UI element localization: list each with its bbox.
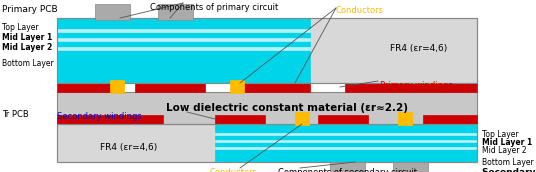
Bar (330, 162, 365, 172)
Text: Bottom Layer: Bottom Layer (2, 59, 54, 68)
Text: Mid Layer 2: Mid Layer 2 (482, 146, 527, 155)
Text: Secondary windings: Secondary windings (57, 112, 142, 121)
Bar (215, 115, 265, 124)
Text: FR4 (εr=4,6): FR4 (εr=4,6) (100, 143, 157, 152)
Bar (398, 112, 412, 125)
Text: FR4 (εr=4,6): FR4 (εr=4,6) (390, 44, 447, 53)
Bar (295, 112, 309, 125)
Text: Primary PCB: Primary PCB (2, 5, 58, 14)
Bar (57, 83, 112, 92)
Text: Tr PCB: Tr PCB (2, 110, 29, 119)
Bar (423, 115, 477, 124)
Bar (57, 124, 477, 162)
Bar (57, 92, 477, 124)
Bar (215, 124, 477, 162)
Text: Bottom Layer: Bottom Layer (482, 158, 534, 167)
Bar (57, 29, 310, 32)
Text: Conductors: Conductors (336, 6, 384, 15)
Bar (57, 18, 310, 83)
Text: Mid Layer 1: Mid Layer 1 (482, 138, 532, 147)
Text: Conductors: Conductors (210, 168, 258, 172)
Text: Top Layer: Top Layer (482, 130, 519, 139)
Text: Low dielectric constant material (εr≈2.2): Low dielectric constant material (εr≈2.2… (166, 103, 408, 113)
Text: Mid Layer 2: Mid Layer 2 (2, 43, 52, 52)
Text: Mid Layer 1: Mid Layer 1 (2, 33, 52, 42)
Bar (240, 83, 310, 92)
Text: Components of secondary circuit: Components of secondary circuit (278, 168, 417, 172)
Text: Secondary PCB: Secondary PCB (482, 168, 536, 172)
Bar (158, 4, 193, 20)
Bar (230, 80, 244, 93)
Bar (345, 83, 477, 92)
Text: Primary windings: Primary windings (380, 81, 453, 90)
Bar (57, 18, 477, 83)
Bar (215, 133, 477, 135)
Bar (57, 47, 310, 50)
Text: Top Layer: Top Layer (2, 23, 39, 32)
Bar (135, 83, 205, 92)
Bar (110, 80, 124, 93)
Bar (215, 140, 477, 142)
Bar (215, 147, 477, 149)
Bar (393, 162, 428, 172)
Bar (95, 4, 130, 20)
Bar (57, 124, 477, 162)
Bar (57, 115, 163, 124)
Bar (318, 115, 368, 124)
Bar (57, 38, 310, 41)
Text: Components of primary circuit: Components of primary circuit (150, 3, 278, 12)
Bar (57, 18, 477, 83)
